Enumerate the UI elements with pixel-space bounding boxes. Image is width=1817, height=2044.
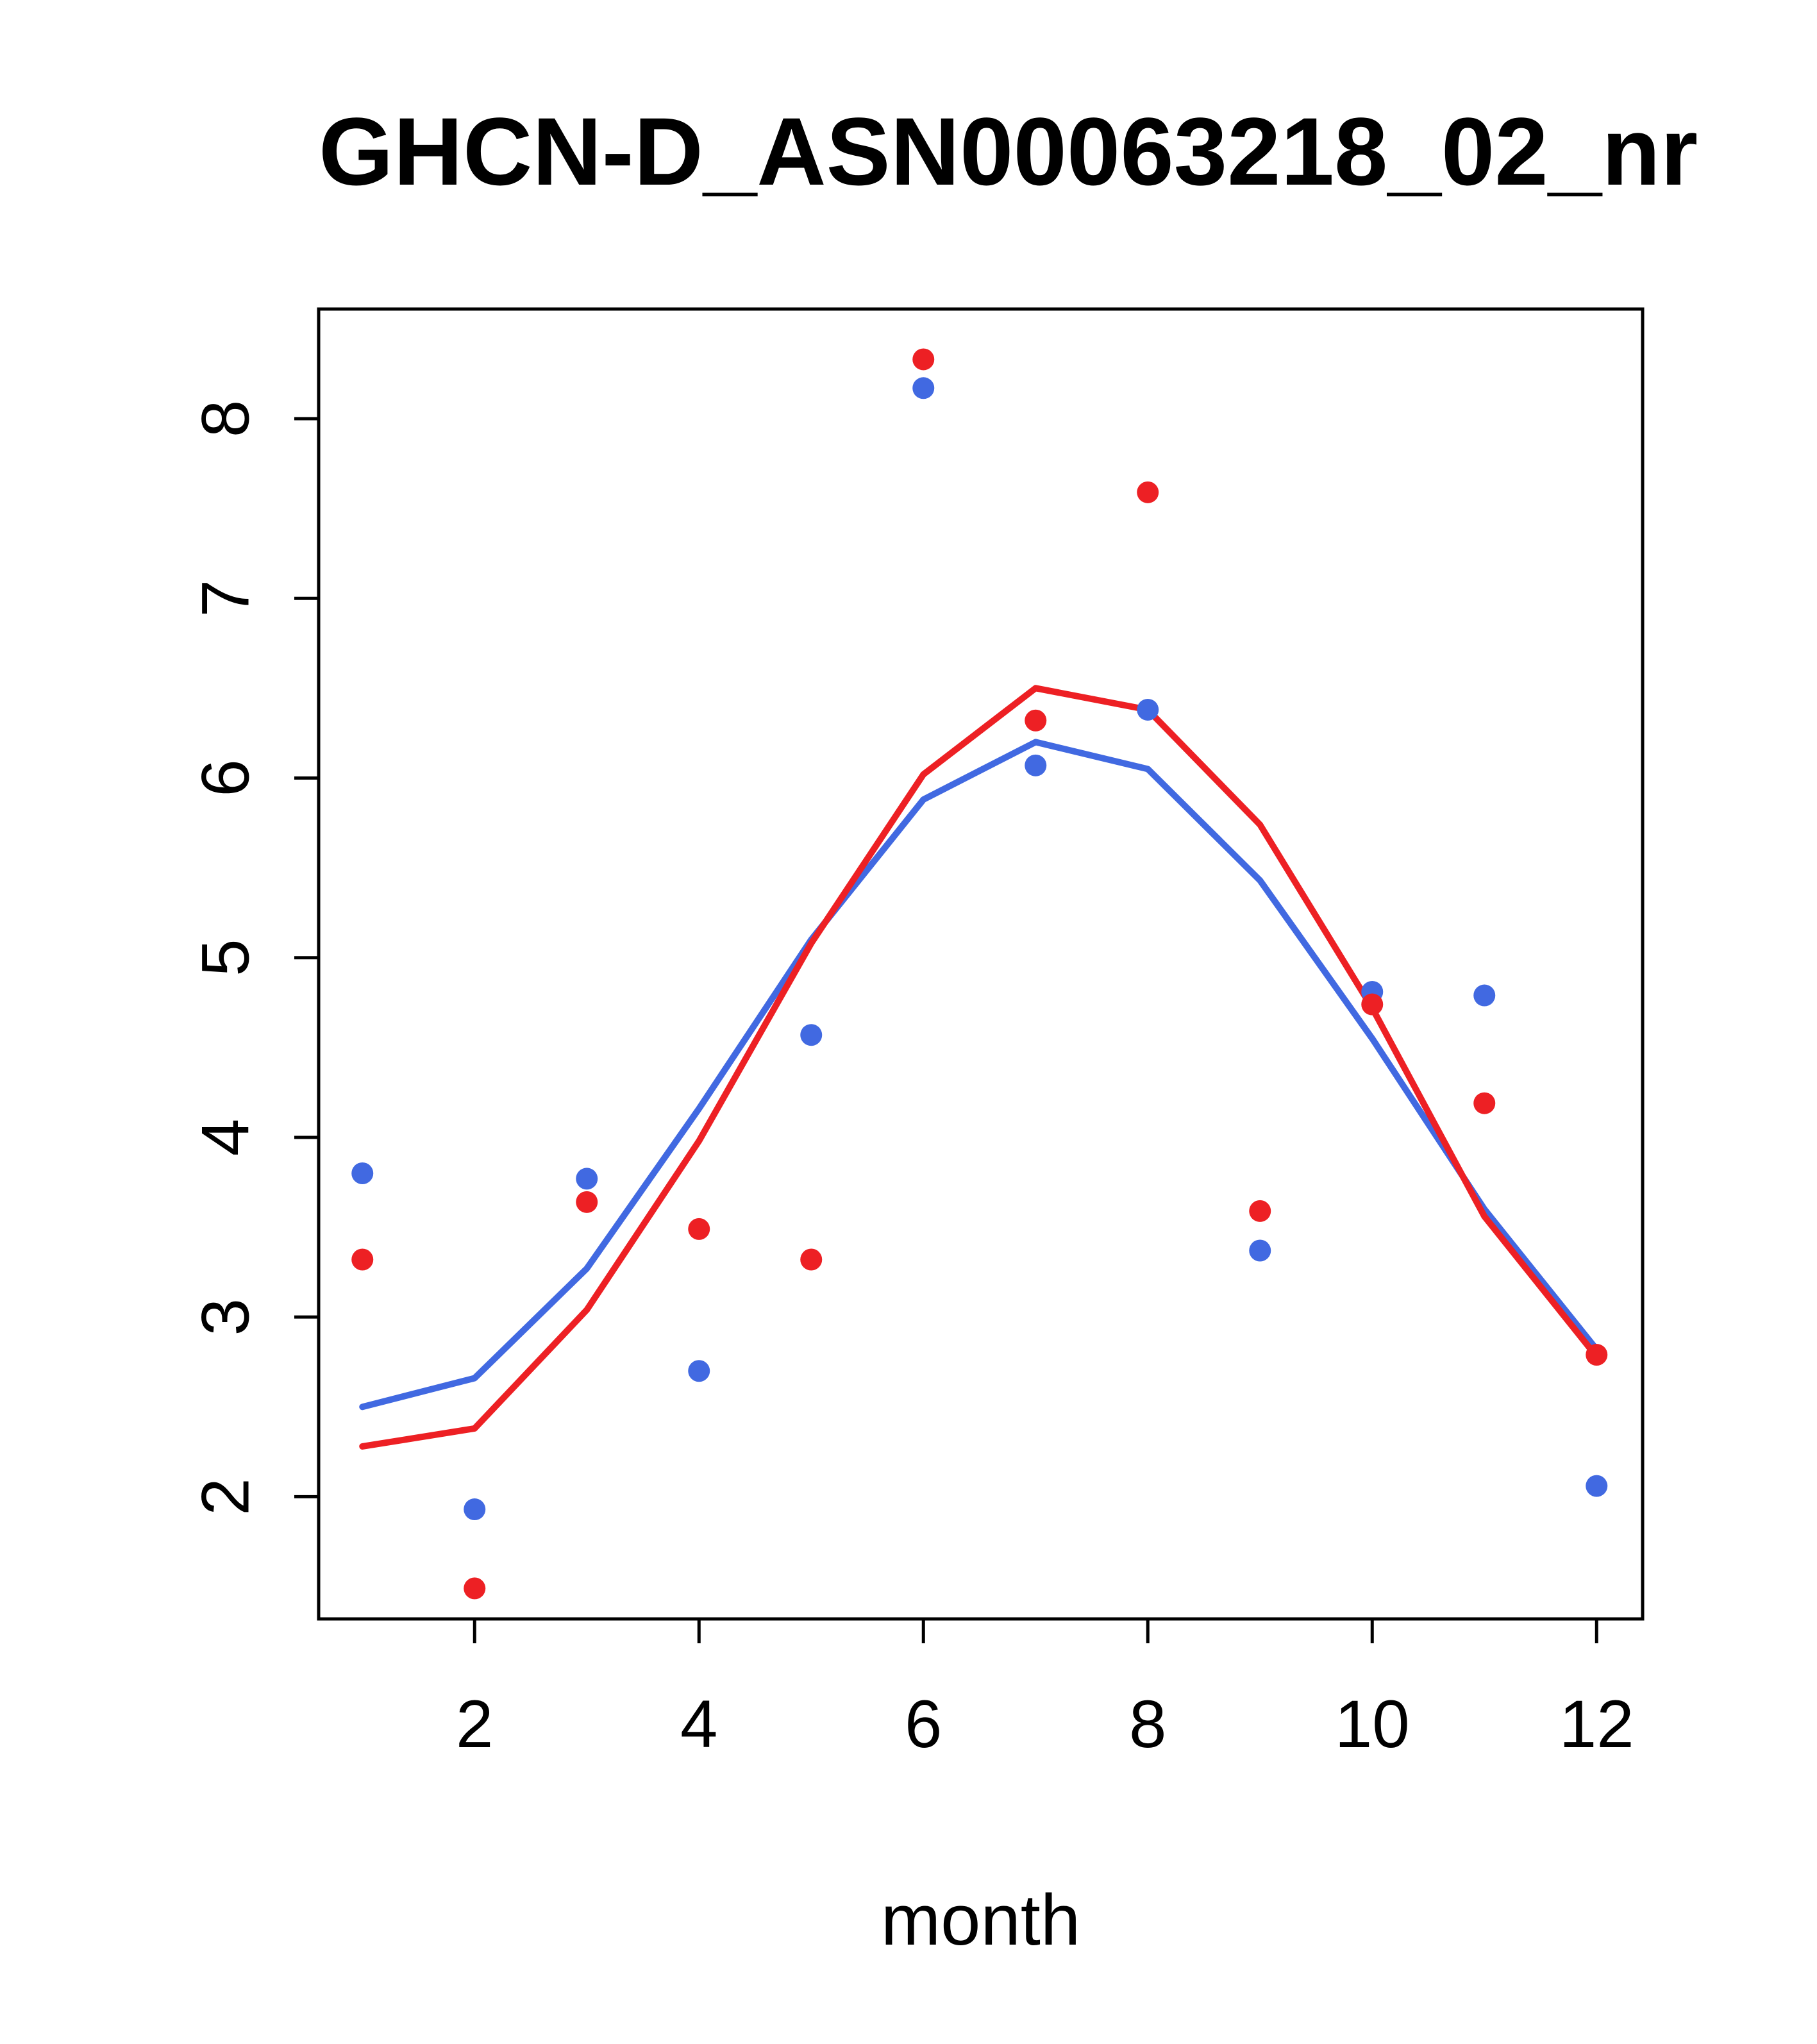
red-points-point <box>1586 1344 1608 1366</box>
y-tick-label: 8 <box>188 400 264 437</box>
red-points-point <box>1249 1200 1271 1222</box>
blue-points-point <box>1249 1239 1271 1262</box>
blue-points-point <box>1473 984 1496 1007</box>
blue-line <box>359 739 1600 1411</box>
red-points-point <box>1025 709 1047 732</box>
red-points-point <box>1137 481 1159 503</box>
red-points-point <box>1473 1092 1496 1114</box>
x-tick-label: 6 <box>905 1687 942 1762</box>
x-tick-label: 8 <box>1129 1687 1166 1762</box>
red-points-point <box>351 1248 374 1271</box>
x-tick-label: 12 <box>1559 1687 1634 1762</box>
x-tick-label: 10 <box>1335 1687 1410 1762</box>
blue-points-point <box>912 377 935 399</box>
y-tick-label: 3 <box>188 1298 264 1336</box>
blue-points-point <box>1137 698 1159 721</box>
red-points-point <box>576 1191 598 1213</box>
plot-box <box>317 307 1645 1621</box>
red-points-point <box>1361 993 1384 1016</box>
blue-points-point <box>1586 1475 1608 1497</box>
y-tick-label: 7 <box>188 580 264 617</box>
x-tick-label: 2 <box>456 1687 493 1762</box>
red-points-point <box>800 1248 823 1271</box>
red-line <box>359 685 1600 1450</box>
y-tick-label: 4 <box>188 1119 264 1156</box>
x-tick-label: 4 <box>680 1687 717 1762</box>
blue-points-point <box>351 1162 374 1184</box>
blue-points-point <box>576 1168 598 1190</box>
blue-points-point <box>1025 754 1047 776</box>
blue-points-point <box>464 1498 486 1521</box>
x-axis-label: month <box>880 1880 1081 1960</box>
red-points-point <box>464 1577 486 1600</box>
red-points-point <box>688 1218 710 1240</box>
blue-points-point <box>800 1024 823 1046</box>
blue-points-point <box>688 1360 710 1382</box>
y-tick-label: 2 <box>188 1478 264 1515</box>
chart-title: GHCN-D_ASN00063218_02_nr <box>319 97 1698 205</box>
red-points-point <box>912 348 935 371</box>
y-tick-label: 5 <box>188 939 264 976</box>
y-tick-label: 6 <box>188 759 264 796</box>
